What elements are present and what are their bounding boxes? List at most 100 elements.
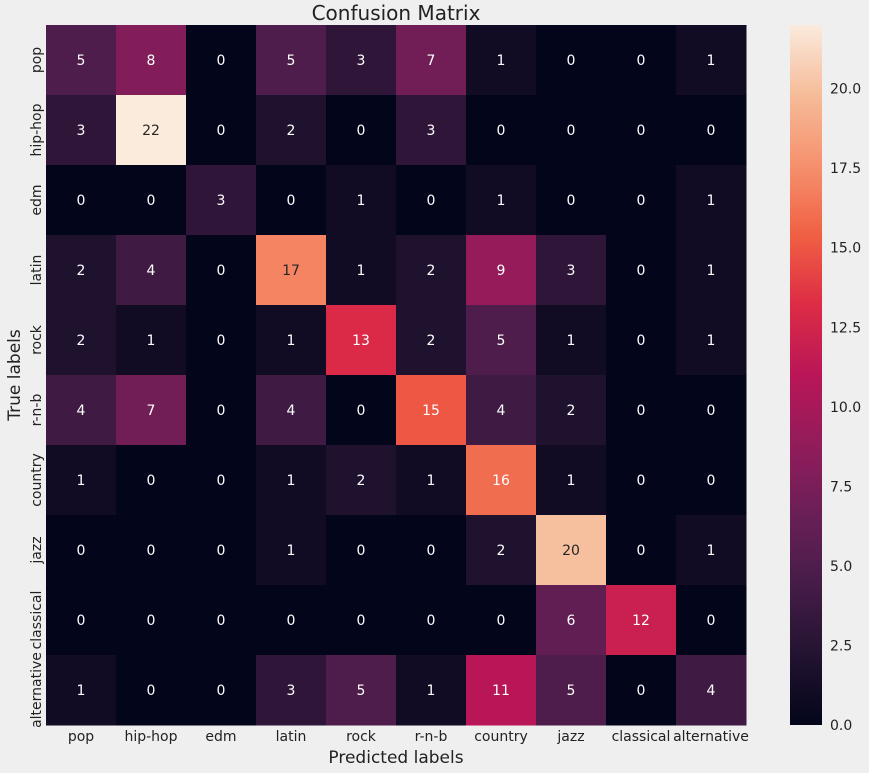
cell-value-label: 1 [707,263,716,279]
colorbar-tick-label: 7.5 [830,479,852,495]
heatmap-cell [186,25,257,96]
colorbar-ticks: 0.0 2.5 5.0 7.5 10.0 12.5 15.0 17.5 20.0 [830,82,861,734]
cell-value-label: 2 [427,333,436,349]
heatmap-cell [466,165,537,236]
heatmap-cell [536,445,607,516]
heatmap-cell [466,445,537,516]
cell-value-label: 0 [217,543,226,559]
heatmap-cell [466,375,537,446]
cell-value-label: 0 [427,193,436,209]
cell-value-label: 2 [77,263,86,279]
cell-value-label: 1 [147,333,156,349]
cell-value-label: 2 [497,543,506,559]
y-tick-label: pop [29,47,45,73]
cell-value-label: 15 [422,403,440,419]
cell-value-label: 3 [427,123,436,139]
heatmap-cell [536,235,607,306]
heatmap-cell [536,515,607,586]
heatmap-cell [676,25,747,96]
cell-value-label: 0 [637,193,646,209]
heatmap-cell [396,235,467,306]
cell-value-label: 0 [637,683,646,699]
heatmap-cell [256,585,327,656]
heatmap-cell [606,445,677,516]
cell-value-label: 7 [427,53,436,69]
heatmap-cell [676,95,747,166]
cell-value-label: 0 [567,193,576,209]
cell-value-label: 0 [637,403,646,419]
cell-value-label: 22 [142,123,160,139]
cell-value-label: 11 [492,683,510,699]
cell-value-label: 16 [492,473,510,489]
cell-value-label: 1 [707,193,716,209]
cell-value-label: 0 [497,613,506,629]
x-tick-labels: pop hip-hop edm latin rock r-n-b country jazz cl… [68,729,749,745]
heatmap-cell [676,585,747,656]
cell-value-label: 1 [707,333,716,349]
cell-value-label: 0 [357,123,366,139]
cell-value-label: 0 [637,123,646,139]
x-tick-label: pop [68,729,94,745]
cell-value-label: 13 [352,333,370,349]
cell-value-label: 4 [77,403,86,419]
cell-value-label: 0 [357,613,366,629]
cell-value-label: 0 [637,263,646,279]
heatmap-cell [676,445,747,516]
cell-value-label: 1 [357,193,366,209]
heatmap-cell [46,375,117,446]
x-tick-label: classical [612,729,671,745]
heatmap-cell [536,305,607,376]
heatmap-cell [466,25,537,96]
heatmap-cell [186,95,257,166]
heatmap-cell [536,25,607,96]
y-tick-label: edm [29,184,45,215]
heatmap-cell [256,95,327,166]
heatmap-cell [536,165,607,236]
heatmap-cell [46,25,117,96]
cell-value-label: 0 [217,123,226,139]
heatmap-cell [326,235,397,306]
heatmap-cell [326,375,397,446]
cell-value-label: 1 [357,263,366,279]
heatmap-cell [396,585,467,656]
cell-value-label: 20 [562,543,580,559]
heatmap-cell [186,445,257,516]
cell-value-label: 0 [217,473,226,489]
heatmap-cell [256,375,327,446]
y-tick-label: latin [29,255,45,286]
cell-value-label: 7 [147,403,156,419]
cell-value-label: 2 [77,333,86,349]
y-tick-label: jazz [29,536,45,564]
heatmap-cell [536,375,607,446]
cell-value-label: 1 [427,683,436,699]
cell-value-label: 4 [287,403,296,419]
heatmap-cell [536,585,607,656]
cell-value-label: 0 [637,53,646,69]
cell-value-label: 1 [77,683,86,699]
x-tick-label: country [474,729,528,745]
heatmap-cell [606,305,677,376]
cell-value-label: 9 [497,263,506,279]
heatmap-cell [466,515,537,586]
heatmap-cell [256,655,327,726]
heatmap-cell [116,655,187,726]
heatmap-cell [256,235,327,306]
cell-value-label: 0 [637,473,646,489]
cell-value-label: 5 [497,333,506,349]
cell-value-label: 1 [497,193,506,209]
heatmap-cell [536,95,607,166]
cell-value-label: 0 [217,333,226,349]
heatmap-cell [676,235,747,306]
y-tick-label: country [29,453,45,507]
cell-value-label: 1 [707,53,716,69]
heatmap-cell [396,305,467,376]
cell-value-label: 0 [567,123,576,139]
heatmap-cell [466,655,537,726]
cell-value-label: 1 [427,473,436,489]
heatmap-cell [256,515,327,586]
heatmap-cell [116,515,187,586]
heatmap-cell [116,25,187,96]
heatmap-cell [186,515,257,586]
heatmap-cell [676,375,747,446]
cell-value-label: 5 [357,683,366,699]
